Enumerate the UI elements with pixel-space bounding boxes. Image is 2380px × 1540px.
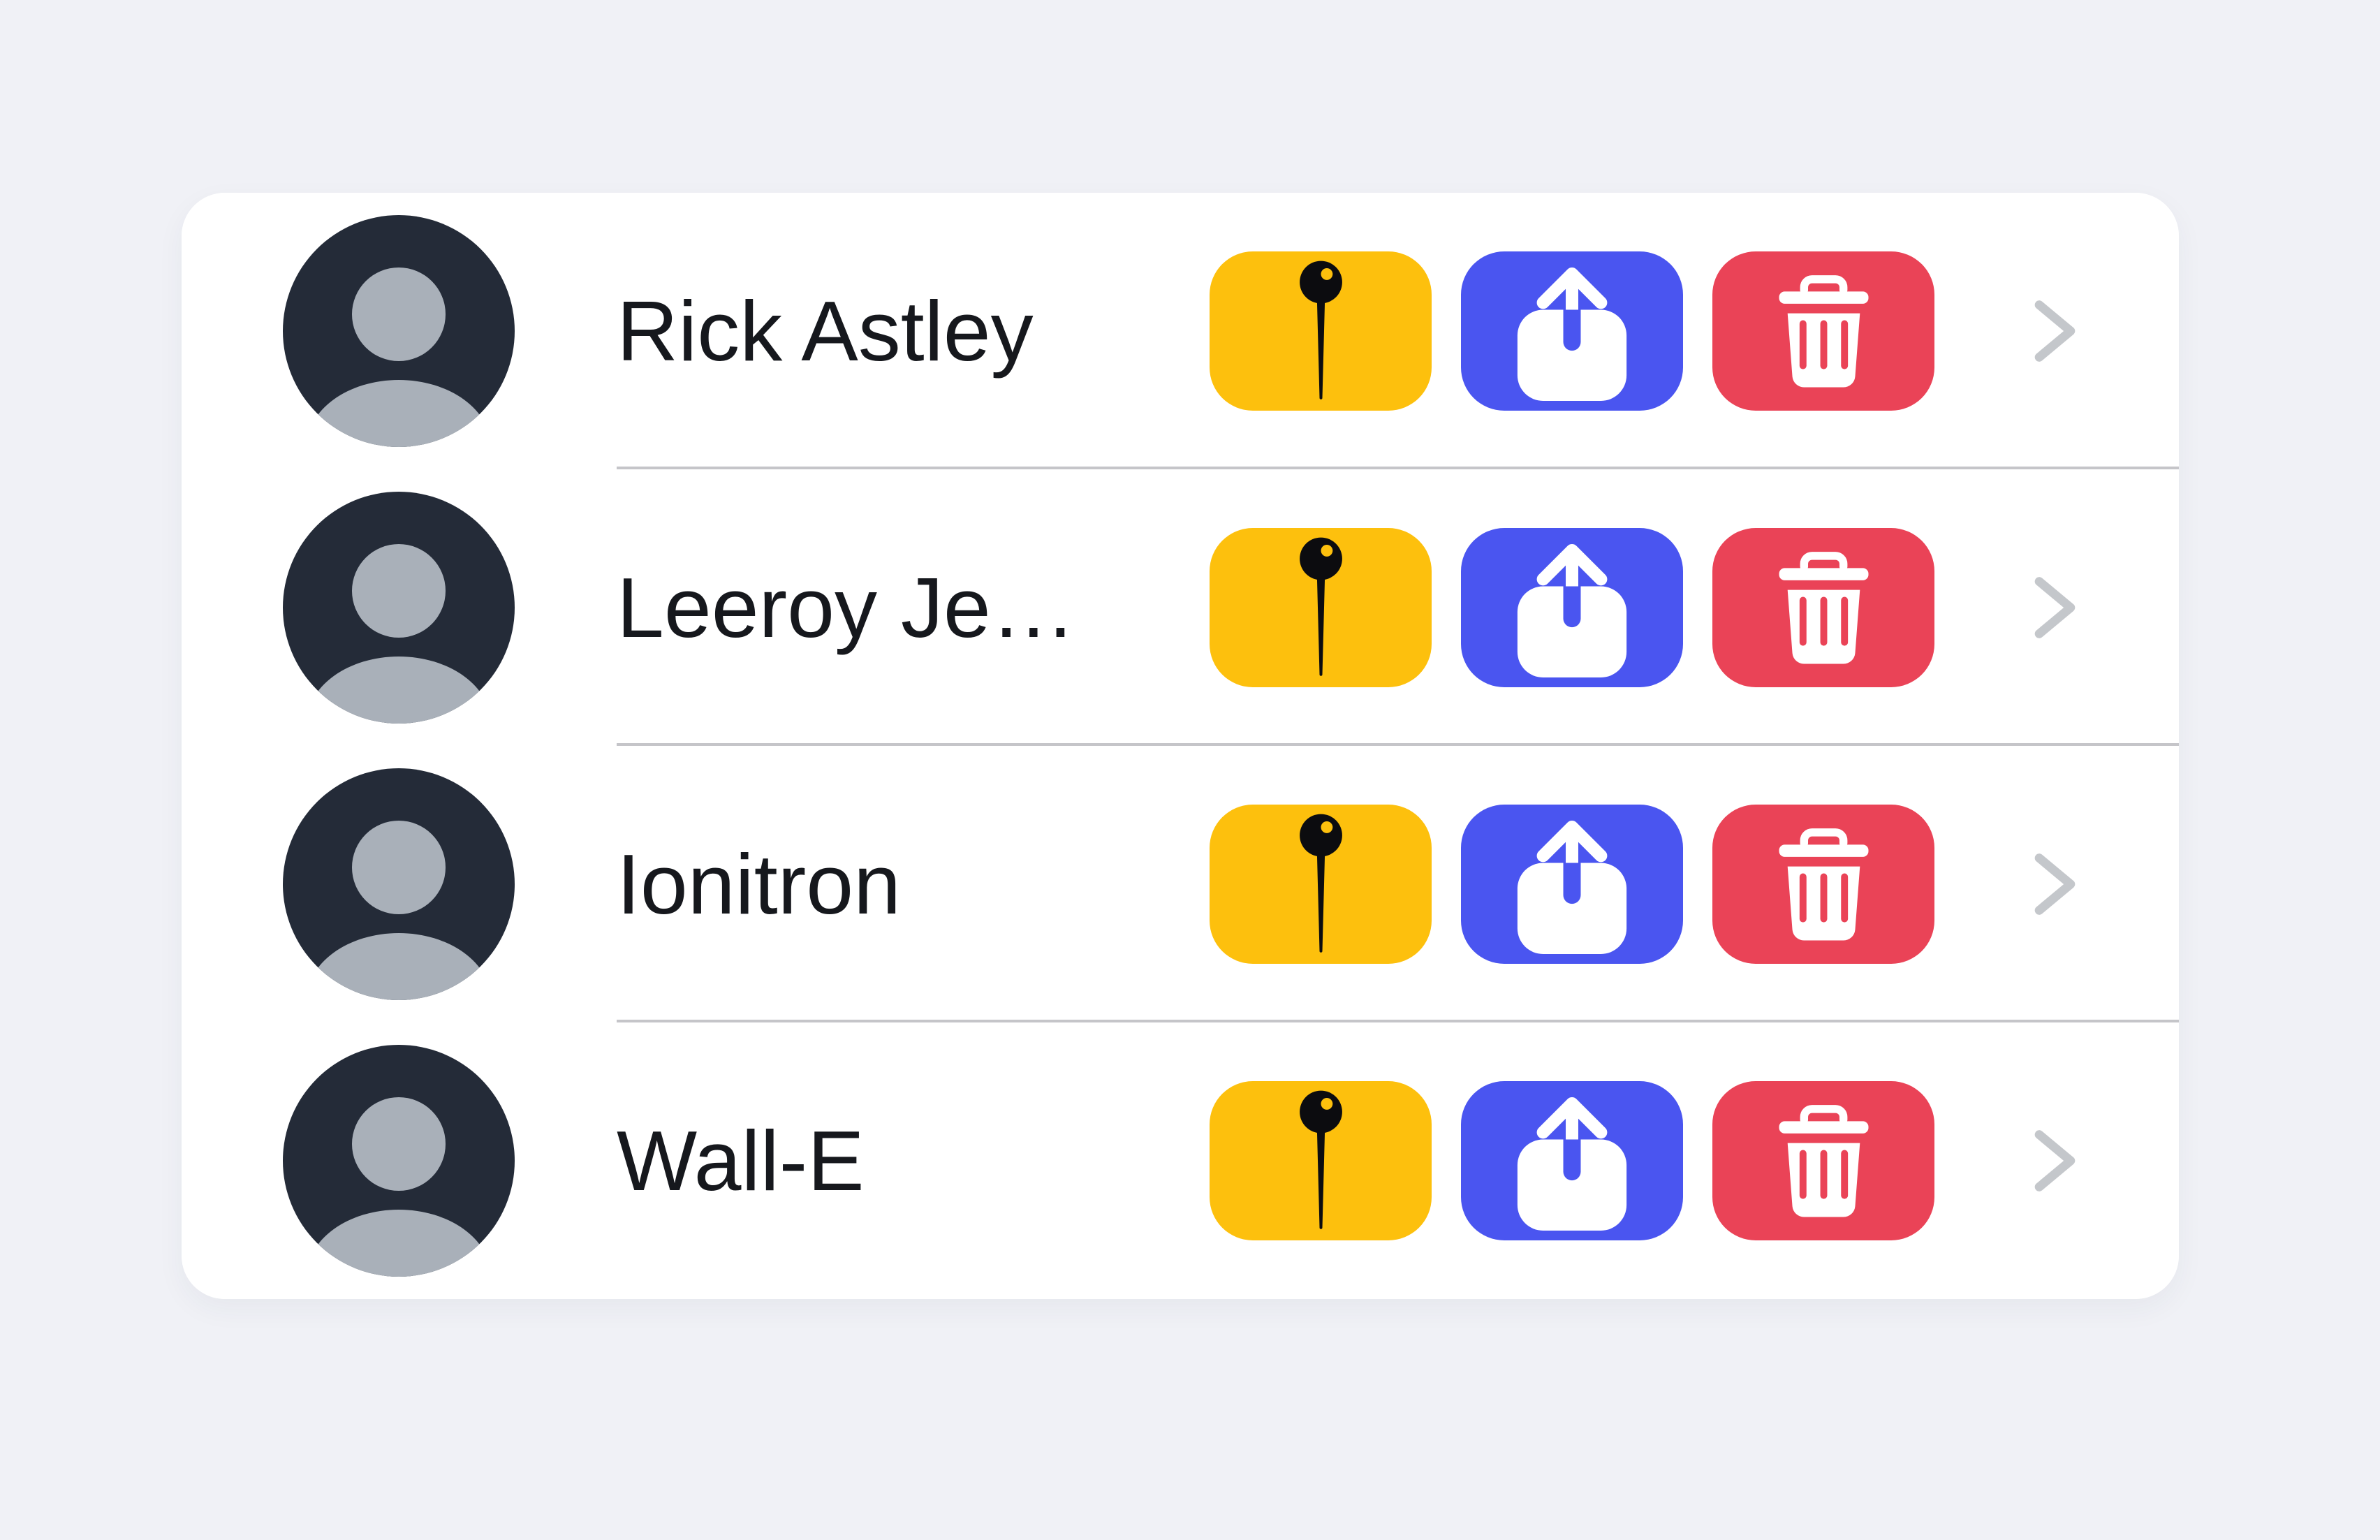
person-icon	[283, 215, 515, 447]
share-button[interactable]	[1461, 528, 1683, 687]
share-button[interactable]	[1461, 251, 1683, 411]
pin-icon	[1249, 536, 1393, 680]
share-icon	[1502, 538, 1642, 677]
contact-name: Leeroy Je…	[617, 559, 1076, 655]
chevron-right-icon	[2029, 566, 2081, 650]
share-icon	[1502, 261, 1642, 401]
avatar	[283, 215, 515, 447]
share-button[interactable]	[1461, 805, 1683, 964]
contact-name: Wall-E	[617, 1113, 865, 1208]
pin-button[interactable]	[1210, 805, 1432, 964]
delete-button[interactable]	[1712, 528, 1934, 687]
list-item[interactable]: Leeroy Je…	[182, 469, 2179, 746]
trash-icon	[1756, 1093, 1892, 1229]
chevron-right-icon	[2029, 842, 2081, 926]
action-buttons	[1210, 251, 1934, 411]
chevron-right-icon	[2029, 289, 2081, 373]
delete-button[interactable]	[1712, 251, 1934, 411]
action-buttons	[1210, 805, 1934, 964]
trash-icon	[1756, 540, 1892, 676]
trash-icon	[1756, 816, 1892, 953]
delete-button[interactable]	[1712, 1081, 1934, 1240]
pin-icon	[1249, 260, 1393, 403]
pin-button[interactable]	[1210, 251, 1432, 411]
person-icon	[283, 492, 515, 724]
avatar	[283, 768, 515, 1000]
person-icon	[283, 768, 515, 1000]
action-buttons	[1210, 528, 1934, 687]
share-button[interactable]	[1461, 1081, 1683, 1240]
pin-button[interactable]	[1210, 1081, 1432, 1240]
avatar	[283, 1045, 515, 1277]
contact-list-card: Rick Astley Leeroy Je…	[182, 193, 2179, 1299]
avatar	[283, 492, 515, 724]
trash-icon	[1756, 263, 1892, 399]
list-item[interactable]: Wall-E	[182, 1022, 2179, 1299]
action-buttons	[1210, 1081, 1934, 1240]
delete-button[interactable]	[1712, 805, 1934, 964]
list-item[interactable]: Rick Astley	[182, 193, 2179, 469]
list-item[interactable]: Ionitron	[182, 746, 2179, 1022]
person-icon	[283, 1045, 515, 1277]
pin-button[interactable]	[1210, 528, 1432, 687]
pin-icon	[1249, 1090, 1393, 1233]
share-icon	[1502, 1091, 1642, 1231]
contact-name: Ionitron	[617, 836, 901, 932]
share-icon	[1502, 814, 1642, 954]
pin-icon	[1249, 813, 1393, 956]
chevron-right-icon	[2029, 1119, 2081, 1203]
contact-name: Rick Astley	[617, 283, 1034, 379]
